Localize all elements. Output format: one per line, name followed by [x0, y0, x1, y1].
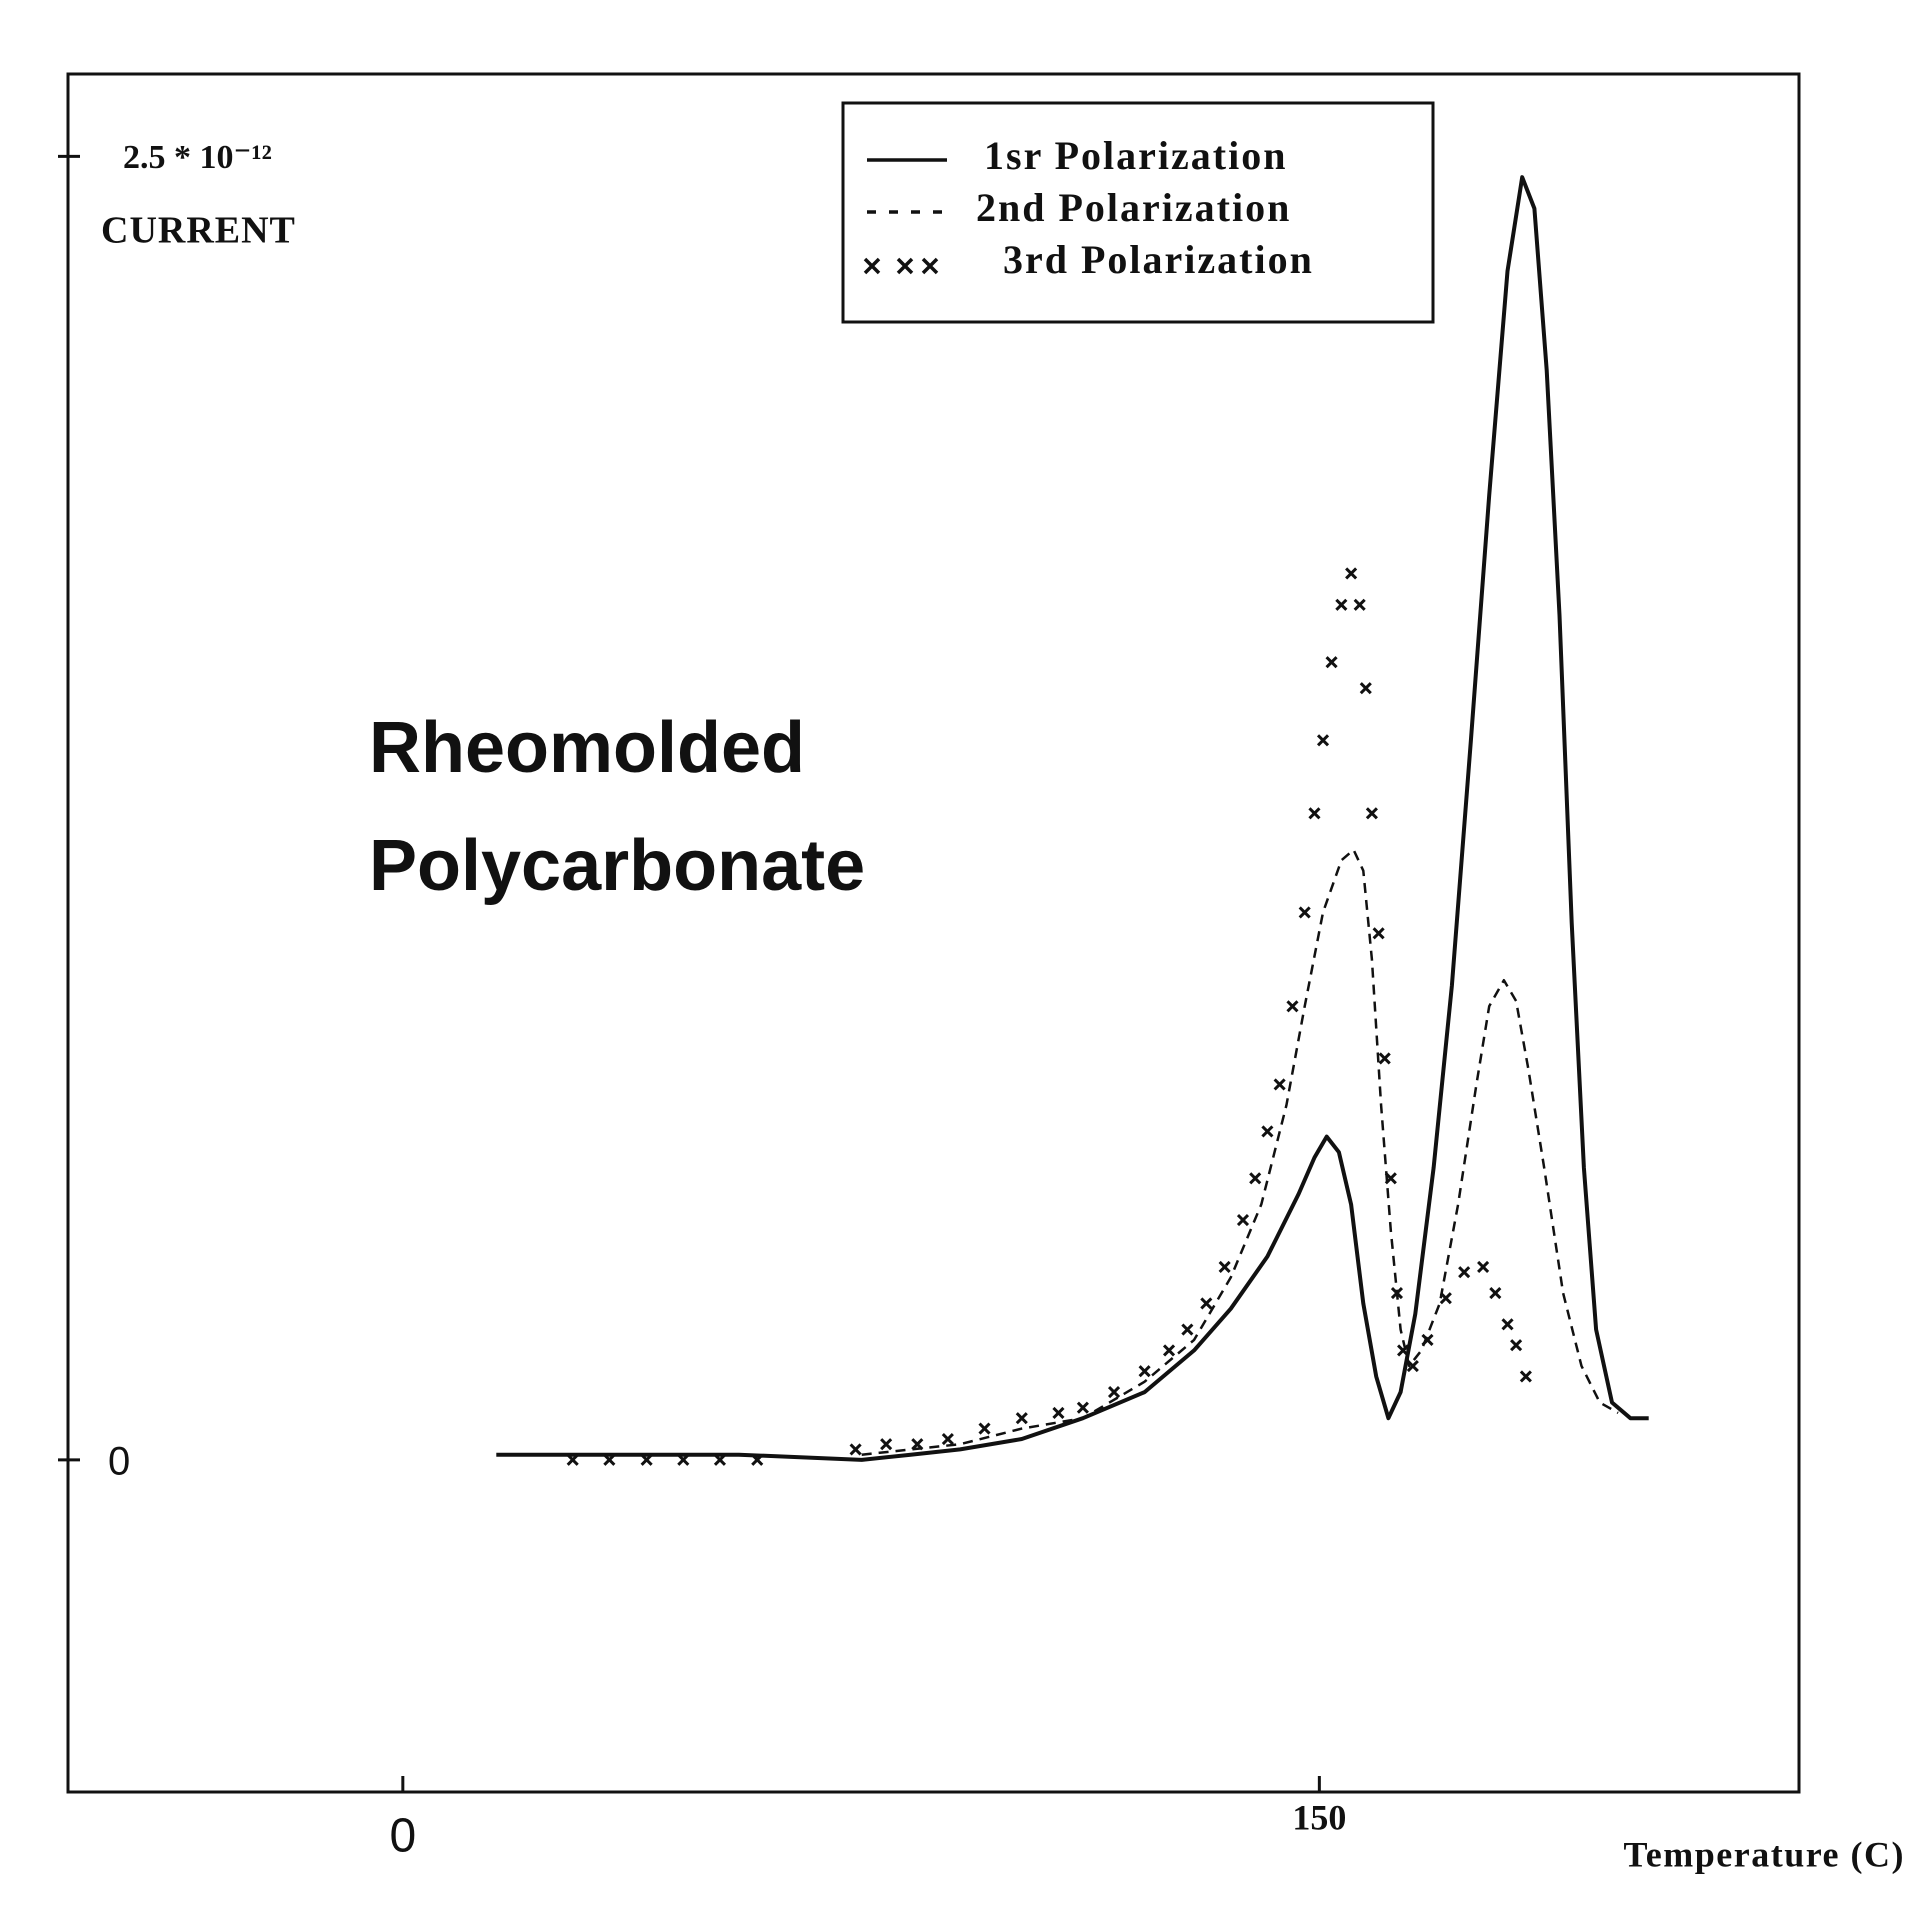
data-point — [911, 1438, 924, 1451]
data-point — [1052, 1406, 1065, 1420]
x-tick-label: 0 — [389, 1810, 416, 1863]
data-point — [1384, 1172, 1397, 1185]
data-point — [1477, 1260, 1490, 1274]
data-point — [1249, 1172, 1262, 1185]
legend-marker — [863, 257, 881, 275]
data-point — [1359, 682, 1372, 695]
data-point — [1365, 807, 1378, 820]
legend-label: 1sr Polarization — [984, 133, 1287, 178]
data-point — [1353, 598, 1366, 611]
data-point — [1372, 927, 1385, 940]
data-point — [1335, 598, 1348, 611]
data-point — [941, 1432, 954, 1446]
data-point — [566, 1453, 579, 1466]
series-line — [496, 175, 1649, 1462]
data-point — [1261, 1125, 1274, 1138]
data-point — [849, 1443, 862, 1456]
data-point — [1489, 1286, 1502, 1300]
data-point — [1298, 906, 1311, 919]
data-point — [1236, 1213, 1250, 1227]
data-point — [1378, 1052, 1391, 1065]
x-tick-label: 150 — [1292, 1797, 1346, 1837]
data-point — [1510, 1339, 1523, 1352]
data-point — [751, 1453, 764, 1466]
legend-label: 2nd Polarization — [976, 185, 1291, 230]
data-point — [1286, 1000, 1299, 1013]
y-axis-label: CURRENT — [101, 210, 296, 252]
annotation: Rheomolded — [369, 708, 805, 788]
data-point — [1015, 1412, 1028, 1425]
data-point — [1308, 807, 1321, 820]
data-point — [1316, 734, 1330, 747]
data-point — [880, 1438, 893, 1451]
data-point — [1181, 1323, 1194, 1336]
y-tick-label: 2.5 * 10⁻¹² — [123, 139, 272, 176]
data-point — [1396, 1344, 1410, 1357]
data-point — [1218, 1260, 1231, 1274]
data-point — [1345, 567, 1358, 580]
data-point — [1439, 1292, 1452, 1305]
data-point — [713, 1453, 727, 1466]
data-point — [1421, 1333, 1434, 1347]
data-point — [603, 1453, 616, 1466]
data-point — [1076, 1401, 1089, 1414]
data-point — [1107, 1386, 1121, 1399]
data-point — [978, 1422, 991, 1435]
annotation: Polycarbonate — [369, 826, 865, 906]
data-point — [1325, 656, 1338, 669]
legend-marker — [921, 257, 939, 275]
data-point — [1406, 1359, 1419, 1373]
data-point — [1519, 1370, 1532, 1383]
y-tick-label: 0 — [108, 1439, 130, 1483]
data-point — [1273, 1078, 1286, 1091]
data-point — [1200, 1297, 1213, 1310]
legend-marker — [896, 257, 914, 275]
data-point — [677, 1453, 690, 1466]
series-line — [861, 848, 1619, 1456]
data-point — [1390, 1286, 1404, 1300]
data-point — [1138, 1365, 1151, 1378]
data-point — [1162, 1344, 1176, 1357]
plot-frame — [66, 72, 1801, 1794]
data-point — [1458, 1266, 1471, 1279]
data-point — [1501, 1318, 1514, 1331]
x-axis-label: Temperature (C) — [1624, 1834, 1905, 1874]
legend-label: 3rd Polarization — [1003, 237, 1314, 282]
data-point — [640, 1453, 653, 1466]
